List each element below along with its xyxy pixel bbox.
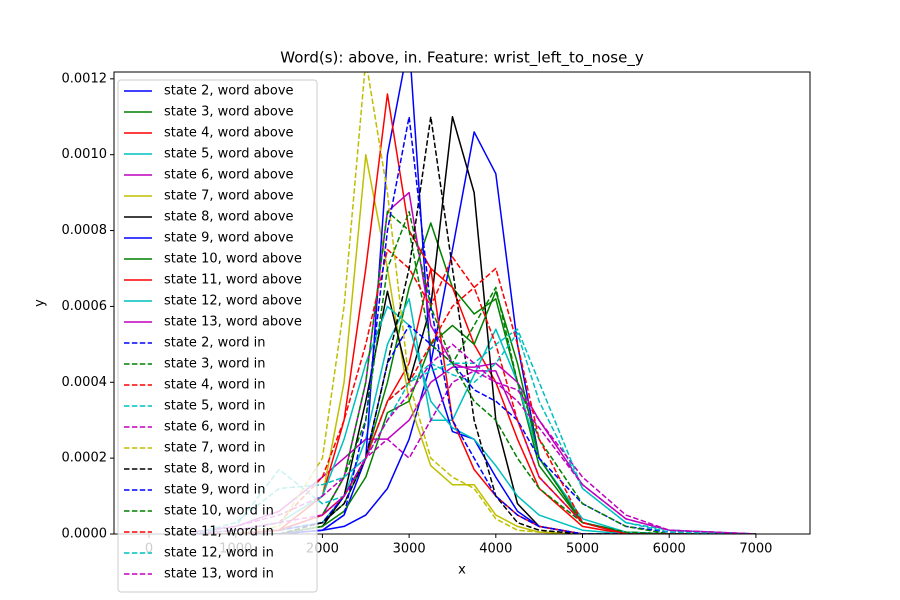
legend-label: state 12, word in [164, 546, 274, 561]
legend-label: state 13, word in [164, 567, 274, 582]
legend-label: state 4, word in [164, 378, 266, 393]
legend-label: state 2, word above [164, 84, 294, 99]
legend-label: state 9, word above [164, 231, 294, 246]
legend-label: state 4, word above [164, 126, 294, 141]
legend-label: state 3, word in [164, 357, 266, 372]
axes-frame [113, 71, 811, 535]
legend-label: state 2, word in [164, 336, 266, 351]
y-tick-label: 0.0002 [62, 451, 108, 466]
series-line [192, 267, 756, 534]
x-tick-label: 5000 [566, 542, 599, 557]
legend-label: state 8, word above [164, 210, 294, 225]
legend-label: state 7, word in [164, 441, 266, 456]
y-tick-label: 0.0006 [62, 299, 108, 314]
legend-label: state 5, word above [164, 147, 294, 162]
legend-label: state 10, word in [164, 504, 274, 519]
x-tick-label: 3000 [393, 542, 426, 557]
y-tick-label: 0.0008 [62, 223, 108, 238]
legend-label: state 8, word in [164, 462, 266, 477]
x-tick-label: 4000 [479, 542, 512, 557]
legend-label: state 3, word above [164, 105, 294, 120]
legend-label: state 12, word above [164, 294, 302, 309]
x-tick-label: 7000 [739, 542, 772, 557]
y-tick-label: 0.0000 [62, 527, 108, 542]
legend-label: state 10, word above [164, 252, 302, 267]
x-tick-label: 6000 [653, 542, 686, 557]
y-axis-label: y [33, 299, 48, 307]
legend-label: state 6, word in [164, 420, 266, 435]
y-tick-label: 0.0012 [62, 71, 108, 86]
legend-label: state 13, word above [164, 315, 302, 330]
series-line [192, 116, 756, 534]
legend-label: state 11, word above [164, 273, 302, 288]
chart-title: Word(s): above, in. Feature: wrist_left_… [280, 49, 644, 68]
legend-label: state 5, word in [164, 399, 266, 414]
legend-label: state 9, word in [164, 483, 266, 498]
legend-label: state 7, word above [164, 189, 294, 204]
y-tick-label: 0.0004 [62, 375, 108, 390]
x-axis-label: x [458, 563, 466, 578]
series-line [192, 343, 756, 534]
legend: state 2, word above state 3, word above st… [117, 79, 318, 593]
legend-label: state 6, word above [164, 168, 294, 183]
legend-box [117, 79, 318, 593]
series-line [192, 210, 756, 534]
legend-label: state 11, word in [164, 525, 274, 540]
y-tick-label: 0.0010 [62, 147, 108, 162]
